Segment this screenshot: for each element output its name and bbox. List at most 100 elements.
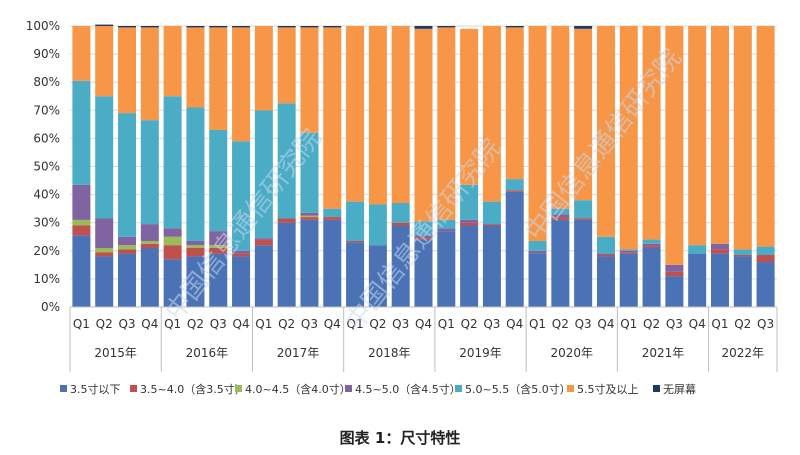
bar-segment — [505, 179, 524, 191]
legend-swatch — [60, 385, 67, 392]
bar-segment — [665, 264, 684, 272]
legend-label: 4.5~5.0（含4.5寸） — [355, 382, 461, 396]
bar-segment — [574, 28, 593, 201]
bar-segment — [368, 245, 387, 307]
bar-segment — [300, 217, 319, 220]
legend-label: 3.5~4.0（含3.5寸） — [140, 382, 246, 396]
bar-segment — [710, 243, 729, 250]
quarter-label: Q3 — [210, 317, 227, 331]
y-tick-label: 60% — [33, 131, 60, 145]
bar-segment — [551, 217, 570, 220]
bar-segment — [232, 253, 251, 257]
bar-segment — [574, 26, 593, 29]
bar-segment — [95, 247, 114, 253]
bar-segment — [574, 219, 593, 307]
bar-segment — [551, 208, 570, 215]
quarter-label: Q3 — [757, 317, 774, 331]
bar-segment — [323, 217, 342, 220]
bar-segment — [596, 236, 615, 254]
quarter-label: Q1 — [347, 317, 364, 331]
year-group-label: 2016年 — [186, 346, 229, 360]
y-axis: 0% 10% 20% 30% 40% 50% 60% 70% 80% 90% 100% — [26, 19, 60, 314]
bar-segment — [186, 245, 205, 248]
bar-segment — [596, 256, 615, 307]
bar-segment — [551, 214, 570, 218]
bar-segment — [710, 253, 729, 307]
bar-segment — [163, 96, 182, 229]
bar-segment — [140, 120, 159, 225]
bar-segment — [733, 256, 752, 307]
bar-segment — [118, 26, 137, 28]
bar-segment — [414, 238, 433, 240]
bar-segment — [118, 249, 137, 254]
bar-segment — [688, 245, 707, 254]
y-tick-label: 100% — [26, 19, 60, 33]
quarter-label: Q3 — [392, 317, 409, 331]
bar-segment — [642, 243, 661, 247]
bar-segment — [437, 26, 456, 28]
bar-segment — [551, 219, 570, 307]
bar-segment — [482, 224, 501, 226]
x-axis: Q1 Q2 Q3 Q4 Q1 Q2 Q3 Q4 Q1 Q2 Q3 Q4 Q1 Q2 Q3 Q4 Q1 Q2 Q3 Q4… — [69, 306, 778, 372]
bar-segment — [505, 190, 524, 192]
bar-segment — [118, 245, 137, 250]
bar-segment — [209, 247, 228, 254]
bar-segment — [209, 245, 228, 248]
bar-segment — [688, 26, 707, 246]
bar-segment — [460, 222, 479, 226]
bar-segment — [254, 245, 273, 307]
bar-segment — [186, 107, 205, 241]
bar-segment — [95, 218, 114, 248]
bar-segment — [460, 219, 479, 223]
y-tick-label: 10% — [33, 272, 60, 286]
bar-segment — [642, 247, 661, 307]
quarter-label: Q4 — [324, 317, 341, 331]
bar-segment — [391, 222, 410, 226]
bar-segment — [665, 26, 684, 265]
bar-segment — [72, 184, 91, 220]
bar-segment — [300, 212, 319, 216]
legend-swatch — [653, 385, 660, 392]
bar-segment — [528, 250, 547, 254]
bar-segment — [209, 129, 228, 232]
quarter-label: Q1 — [711, 317, 728, 331]
bar-segment — [414, 239, 433, 307]
quarter-label: Q2 — [734, 317, 751, 331]
bar-segment — [710, 26, 729, 244]
bar-segment — [277, 218, 296, 223]
bar-segment — [95, 24, 114, 26]
legend: 3.5寸以下 3.5~4.0（含3.5寸） 4.0~4.5（含4.0寸） 4.5~5.… — [60, 382, 696, 396]
bar-segment — [209, 27, 228, 130]
bar-segment — [528, 26, 547, 241]
bar-segment — [346, 240, 365, 243]
bar-segment — [209, 26, 228, 28]
quarter-label: Q4 — [597, 317, 614, 331]
bar-segment — [277, 26, 296, 28]
legend-label: 无屏幕 — [663, 382, 696, 396]
quarter-label: Q3 — [666, 317, 683, 331]
year-group-label: 2019年 — [459, 346, 502, 360]
bar-segment — [186, 256, 205, 307]
quarter-label: Q1 — [529, 317, 546, 331]
stacked-bar-chart: 0% 10% 20% 30% 40% 50% 60% 70% 80% 90% 100% Q1 Q2 Q3… — [26, 19, 778, 396]
year-group-label: 2017年 — [277, 346, 320, 360]
bar-segment — [665, 276, 684, 307]
bar-segment — [140, 224, 159, 241]
quarter-label: Q2 — [461, 317, 478, 331]
bar-segment — [254, 110, 273, 239]
bar-segment — [619, 252, 638, 254]
bar-segment — [323, 26, 342, 28]
bar-segment — [482, 26, 501, 202]
quarter-label: Q2 — [278, 317, 295, 331]
bar-segment — [460, 225, 479, 307]
bar-segment — [118, 27, 137, 114]
bar-segment — [254, 238, 273, 240]
bar-segment — [414, 26, 433, 29]
y-tick-label: 80% — [33, 75, 60, 89]
bar-segment — [232, 256, 251, 307]
bar-segment — [460, 28, 479, 185]
bar-segment — [186, 27, 205, 108]
quarter-label: Q3 — [301, 317, 318, 331]
bar-segment — [300, 27, 319, 133]
bar-segment — [346, 242, 365, 307]
